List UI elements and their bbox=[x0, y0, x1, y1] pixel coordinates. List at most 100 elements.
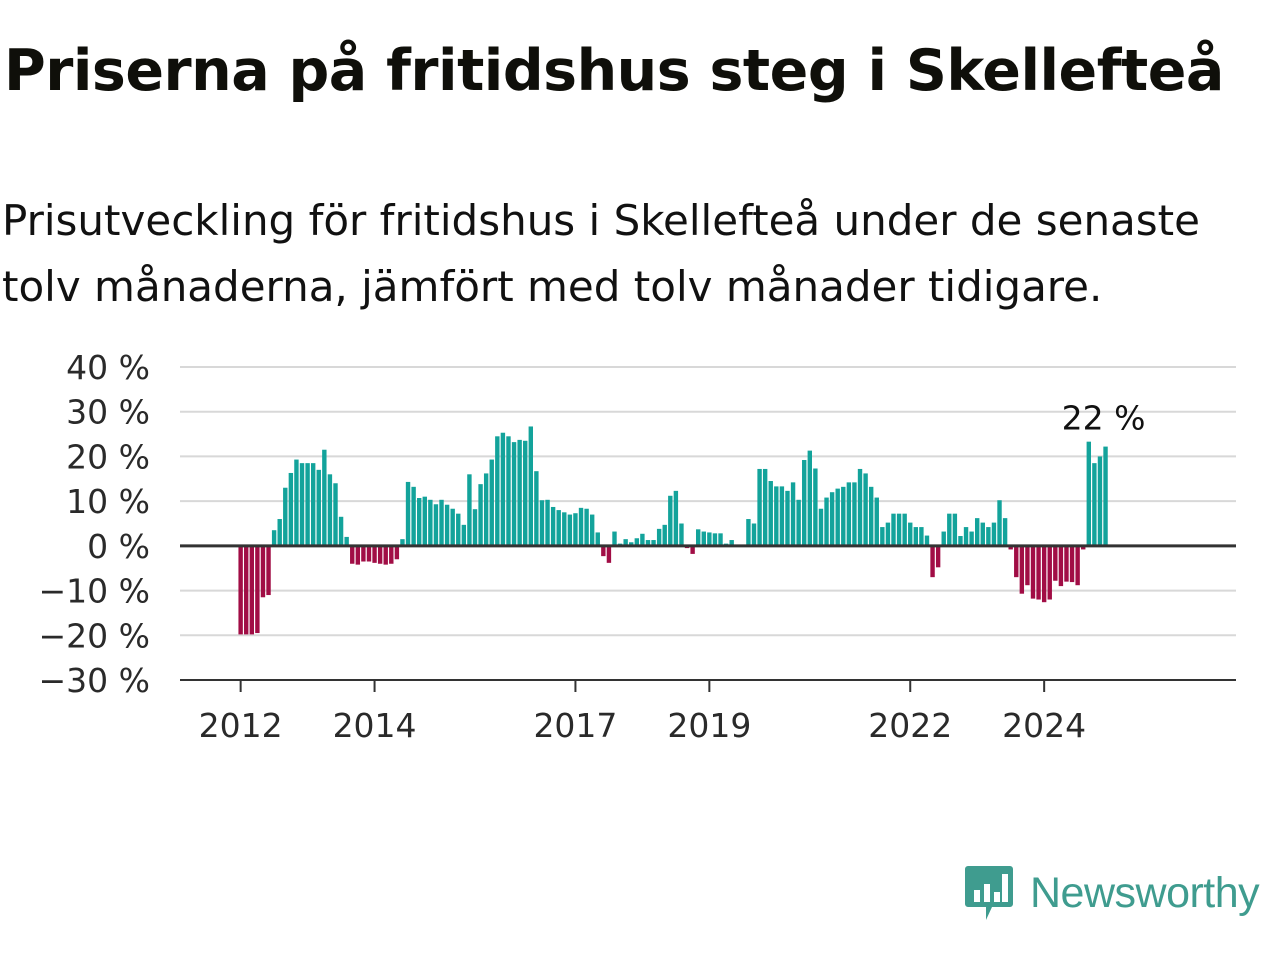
bar bbox=[322, 449, 327, 546]
bar bbox=[305, 463, 310, 546]
bar bbox=[478, 484, 483, 546]
bar bbox=[841, 486, 846, 546]
y-tick-label: 0 % bbox=[87, 527, 150, 566]
bar bbox=[1075, 545, 1080, 586]
bar bbox=[656, 528, 662, 546]
x-tick-label: 2012 bbox=[199, 706, 283, 745]
bar bbox=[316, 469, 321, 546]
bar bbox=[645, 540, 651, 546]
bar bbox=[1086, 441, 1091, 546]
bar bbox=[991, 522, 997, 546]
bar bbox=[634, 538, 640, 546]
bar bbox=[1069, 545, 1075, 583]
bar bbox=[1047, 545, 1052, 600]
gridlines bbox=[180, 366, 1236, 637]
bar bbox=[941, 531, 946, 546]
bar bbox=[589, 514, 595, 546]
bar bbox=[863, 473, 868, 546]
bar bbox=[1025, 545, 1030, 586]
bar bbox=[405, 481, 411, 546]
brand-name: Newsworthy bbox=[1030, 868, 1260, 917]
bar bbox=[595, 532, 600, 546]
bar bbox=[913, 527, 919, 546]
bar bbox=[350, 545, 355, 564]
bar bbox=[958, 536, 963, 546]
bar bbox=[640, 533, 645, 546]
bar bbox=[467, 474, 472, 546]
bar bbox=[668, 495, 673, 546]
bar bbox=[796, 499, 801, 546]
bar bbox=[283, 487, 288, 546]
bar bbox=[935, 545, 941, 568]
bar bbox=[679, 523, 684, 546]
bar bbox=[1019, 545, 1025, 594]
bar bbox=[930, 545, 935, 578]
bar bbox=[299, 463, 305, 546]
bar bbox=[868, 486, 874, 546]
bar bbox=[874, 497, 879, 546]
bar bbox=[450, 508, 455, 546]
bar bbox=[483, 473, 489, 546]
bar bbox=[891, 513, 896, 546]
bar bbox=[439, 499, 444, 546]
bar bbox=[980, 522, 985, 546]
bar bbox=[880, 527, 885, 546]
bar bbox=[534, 471, 539, 546]
bar bbox=[489, 459, 494, 546]
bar bbox=[528, 426, 533, 546]
bar bbox=[444, 504, 450, 546]
bar bbox=[902, 513, 907, 546]
bar bbox=[690, 545, 695, 554]
bar bbox=[511, 442, 517, 546]
x-tick-label: 2019 bbox=[667, 706, 751, 745]
bar bbox=[751, 523, 757, 546]
bar bbox=[701, 531, 706, 546]
bar bbox=[651, 540, 656, 546]
y-tick-label: −10 % bbox=[39, 572, 151, 611]
bars bbox=[238, 426, 1108, 635]
bar bbox=[377, 545, 383, 564]
bar bbox=[556, 510, 561, 546]
bar bbox=[255, 545, 260, 634]
x-tick-label: 2024 bbox=[1002, 706, 1086, 745]
bar bbox=[506, 436, 511, 546]
bar bbox=[712, 533, 718, 546]
bar bbox=[344, 536, 349, 546]
y-tick-label: 40 % bbox=[66, 348, 150, 387]
bar bbox=[433, 504, 439, 546]
bar bbox=[500, 432, 506, 546]
bar bbox=[539, 500, 545, 546]
bar bbox=[271, 530, 277, 546]
bar bbox=[947, 513, 952, 546]
bar bbox=[1064, 545, 1069, 582]
bar bbox=[562, 512, 567, 546]
bar bbox=[601, 545, 606, 557]
bar bbox=[997, 500, 1002, 546]
bar bbox=[422, 496, 427, 546]
bar bbox=[411, 486, 416, 546]
bar bbox=[550, 506, 556, 546]
bar bbox=[428, 499, 433, 546]
bar bbox=[361, 545, 366, 562]
bar bbox=[975, 518, 980, 546]
bar bbox=[729, 540, 734, 546]
bar bbox=[813, 468, 818, 546]
bar bbox=[1008, 545, 1013, 550]
y-tick-label: 20 % bbox=[66, 437, 150, 476]
bar bbox=[924, 535, 930, 546]
bar bbox=[266, 545, 271, 596]
bar bbox=[779, 486, 785, 546]
bar bbox=[400, 539, 405, 546]
last-value-annotation: 22 % bbox=[1062, 399, 1146, 438]
bar bbox=[986, 527, 991, 546]
bar bbox=[662, 524, 667, 546]
bar bbox=[584, 508, 589, 546]
bar bbox=[852, 482, 857, 546]
y-axis-ticks: 40 % 30 % 20 % 10 % 0 % −10 % −20 % −30 % bbox=[39, 348, 151, 700]
bar bbox=[790, 482, 796, 546]
newsworthy-brand: Newsworthy bbox=[964, 864, 1260, 922]
bar bbox=[746, 519, 751, 546]
bar bbox=[578, 507, 584, 546]
bar bbox=[260, 545, 266, 598]
bar bbox=[606, 545, 612, 563]
